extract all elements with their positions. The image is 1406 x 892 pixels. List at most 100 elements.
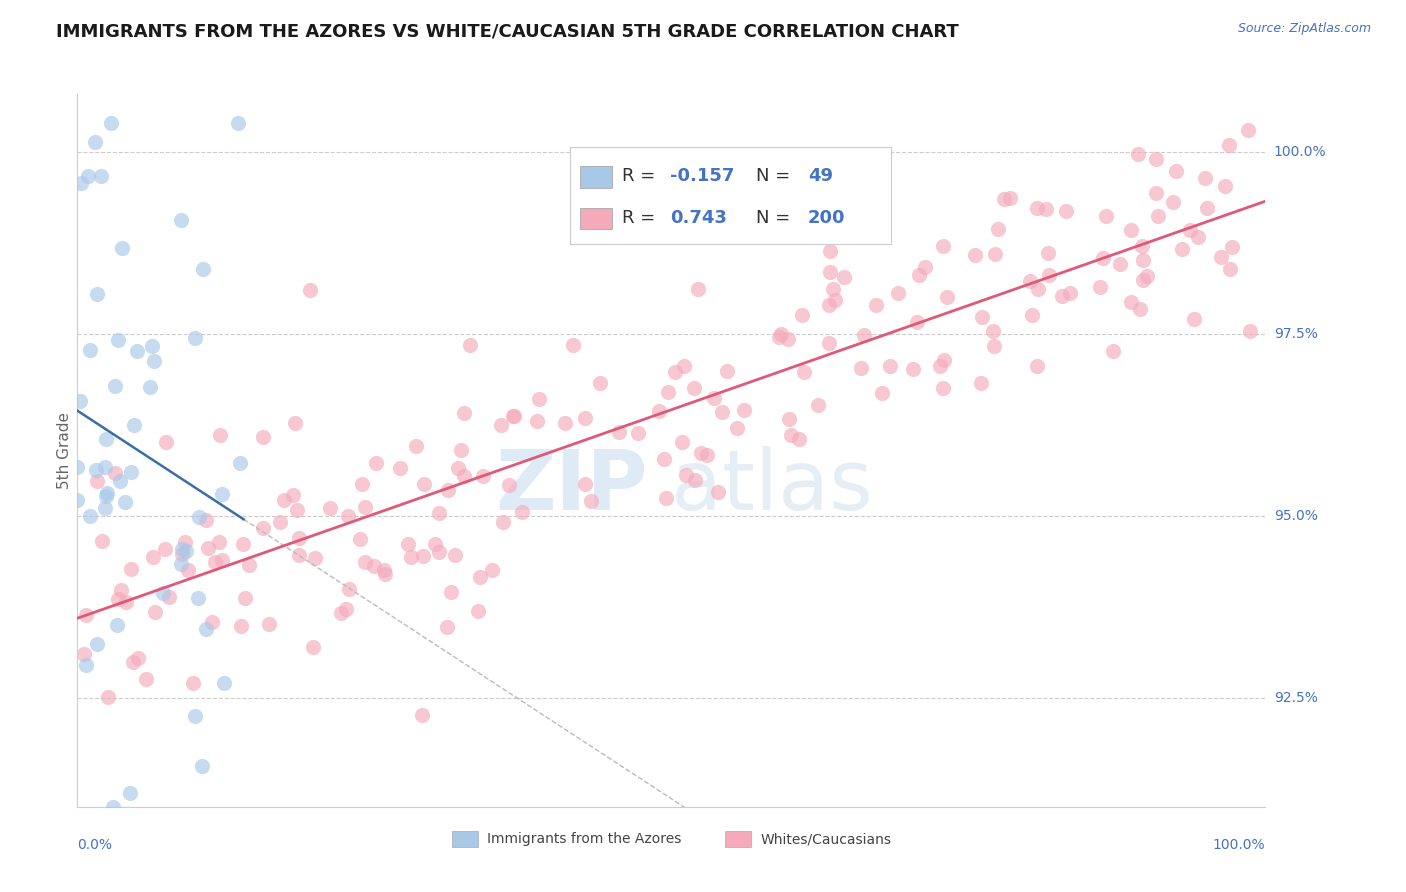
Point [689, 446, 711, 460]
Point [607, 425, 630, 439]
Point [824, 293, 846, 307]
Point [1218, 137, 1240, 152]
Point [252, 521, 274, 535]
Point [502, 409, 524, 424]
Point [232, 537, 254, 551]
Point [489, 417, 512, 432]
Point [907, 268, 929, 282]
Point [288, 531, 311, 545]
Point [1164, 163, 1187, 178]
Point [427, 506, 450, 520]
Text: 0.0%: 0.0% [77, 838, 112, 852]
Point [273, 492, 295, 507]
Point [183, 676, 205, 690]
Point [105, 617, 128, 632]
Point [1088, 280, 1111, 294]
Point [194, 512, 217, 526]
Point [648, 404, 671, 418]
Point [1136, 268, 1159, 283]
Point [768, 329, 790, 343]
Point [574, 477, 596, 491]
Point [204, 555, 226, 569]
Point [211, 552, 233, 566]
Point [934, 353, 956, 368]
Point [725, 420, 748, 434]
Point [936, 290, 959, 304]
Point [93, 459, 115, 474]
Text: Source: ZipAtlas.com: Source: ZipAtlas.com [1237, 22, 1371, 36]
Point [1213, 179, 1236, 194]
Point [1171, 242, 1194, 256]
Point [657, 384, 679, 399]
Point [107, 592, 129, 607]
Point [366, 456, 388, 470]
Point [1019, 274, 1042, 288]
Point [191, 758, 214, 772]
Point [970, 376, 993, 390]
Point [120, 786, 142, 800]
Point [94, 501, 117, 516]
Point [139, 380, 162, 394]
FancyBboxPatch shape [451, 830, 478, 847]
Point [141, 339, 163, 353]
Point [288, 548, 311, 562]
Point [987, 221, 1010, 235]
Point [526, 414, 548, 428]
Point [1026, 282, 1049, 296]
Point [127, 650, 149, 665]
Point [711, 404, 734, 418]
Point [1130, 239, 1153, 253]
Point [75, 657, 97, 672]
Point [285, 503, 308, 517]
Point [86, 637, 108, 651]
Point [79, 509, 101, 524]
Point [1239, 324, 1261, 338]
Point [120, 465, 142, 479]
Point [807, 398, 830, 412]
Point [423, 536, 446, 550]
Point [107, 333, 129, 347]
Point [688, 282, 710, 296]
Point [931, 238, 953, 252]
Point [172, 547, 194, 561]
Point [793, 365, 815, 379]
Point [330, 606, 353, 620]
Point [411, 708, 433, 723]
Point [66, 492, 89, 507]
Text: atlas: atlas [672, 446, 873, 526]
Point [972, 310, 994, 324]
Point [233, 591, 256, 605]
Point [1209, 251, 1232, 265]
Point [114, 594, 136, 608]
Point [682, 381, 704, 395]
Point [851, 360, 873, 375]
Point [111, 241, 134, 255]
Point [436, 483, 458, 497]
Point [110, 582, 132, 597]
Point [104, 466, 127, 480]
Point [818, 265, 841, 279]
Point [373, 563, 395, 577]
Point [652, 452, 675, 467]
Point [471, 469, 494, 483]
Point [1161, 195, 1184, 210]
Point [1035, 202, 1057, 217]
Point [155, 435, 177, 450]
Point [188, 509, 211, 524]
Point [1038, 246, 1060, 260]
Point [363, 559, 385, 574]
Point [1025, 201, 1047, 215]
Point [399, 550, 422, 565]
Point [467, 603, 489, 617]
Point [413, 476, 436, 491]
Point [96, 432, 118, 446]
Point [527, 392, 550, 406]
Point [170, 557, 193, 571]
Text: 97.5%: 97.5% [1274, 327, 1317, 341]
Point [1054, 203, 1077, 218]
Text: ZIP: ZIP [495, 446, 648, 526]
Point [770, 326, 793, 341]
Point [170, 541, 193, 556]
Point [187, 591, 209, 605]
Point [671, 435, 693, 450]
